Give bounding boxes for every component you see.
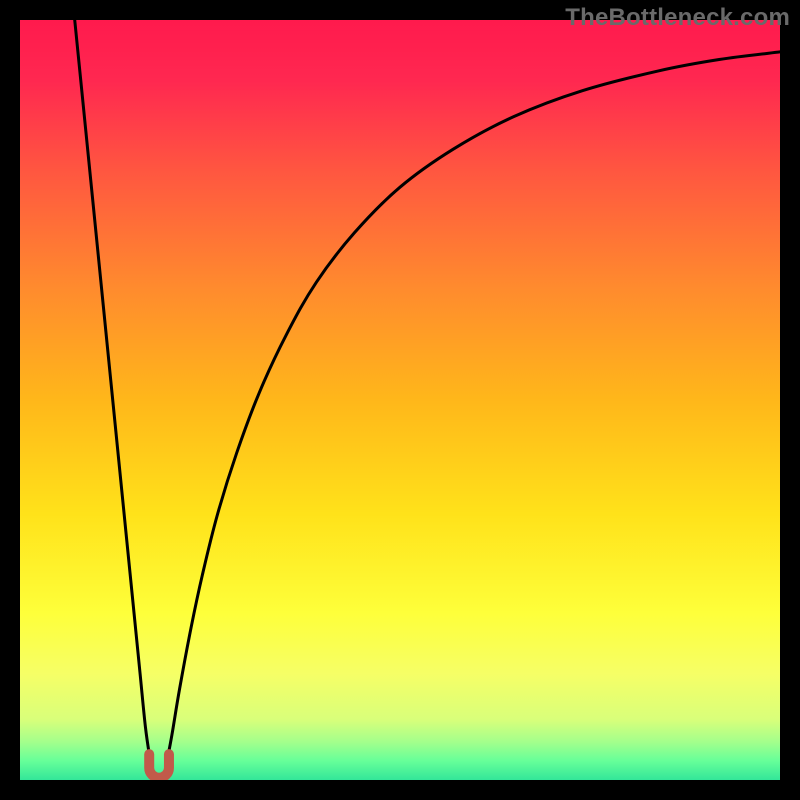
gradient-background bbox=[20, 20, 780, 780]
watermark-label: TheBottleneck.com bbox=[565, 4, 790, 32]
chart-container: TheBottleneck.com bbox=[0, 0, 800, 800]
bottleneck-curve-chart bbox=[0, 0, 800, 800]
